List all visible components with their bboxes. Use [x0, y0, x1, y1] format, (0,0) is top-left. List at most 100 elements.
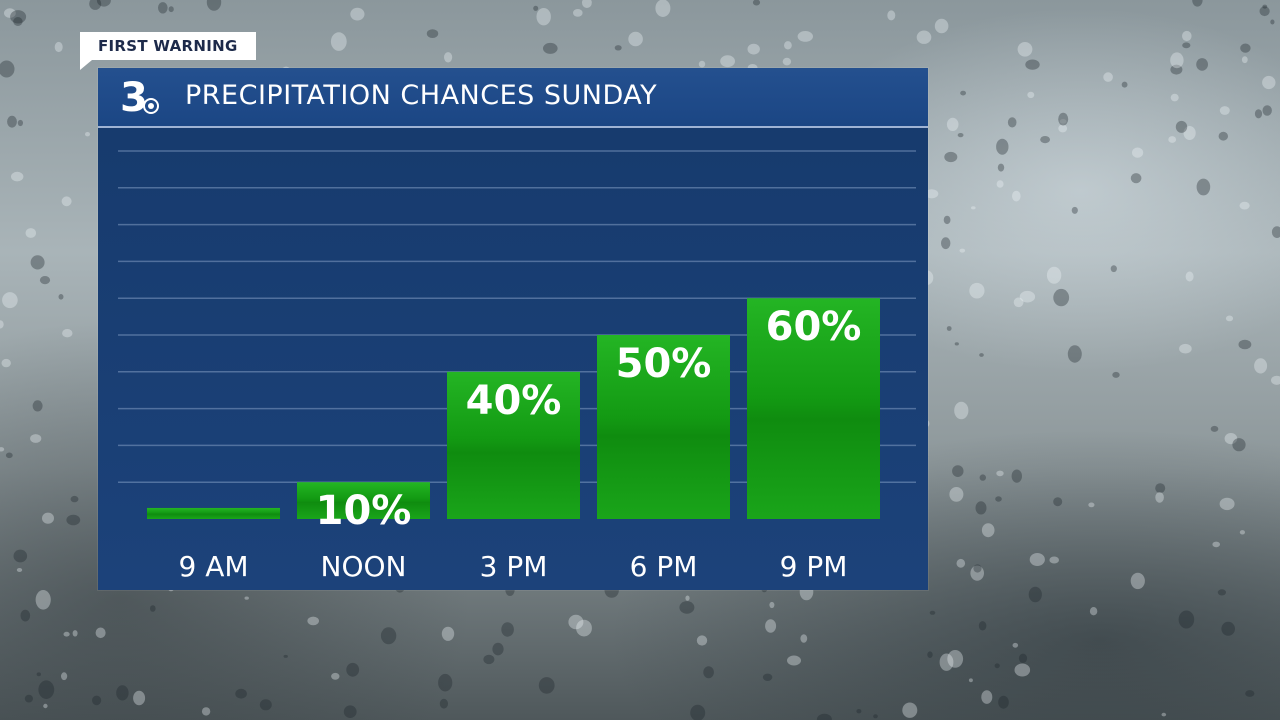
rain-drop [92, 695, 102, 706]
rain-drop [307, 616, 320, 626]
rain-drop [1182, 42, 1191, 49]
rain-drop [7, 115, 17, 128]
rain-drop [1192, 0, 1203, 7]
rain-drop [439, 698, 448, 709]
rain-drop [685, 595, 690, 601]
rain-drop [690, 704, 706, 720]
rain-drop [1270, 19, 1275, 25]
category-label: 9 PM [780, 550, 848, 583]
rain-drop [20, 609, 31, 622]
rain-drop [573, 9, 583, 17]
rain-drop [970, 565, 984, 581]
rain-drop [960, 90, 966, 96]
rain-drop [1027, 91, 1035, 99]
rain-drop [925, 189, 939, 199]
rain-drop [946, 326, 952, 331]
rain-drop [1058, 112, 1069, 126]
rain-drop [63, 631, 70, 637]
rain-drop [5, 452, 13, 459]
rain-drop [54, 41, 63, 53]
rain-drop [1224, 433, 1238, 445]
rain-drop [979, 474, 986, 481]
rain-drop [995, 496, 1002, 502]
rain-drop [1183, 126, 1196, 140]
bar-9-am [147, 507, 280, 519]
rain-drop [568, 614, 584, 630]
rain-drop [1046, 266, 1062, 284]
rain-drop [1132, 147, 1144, 158]
rain-drop [1178, 610, 1195, 629]
rain-drop [1013, 297, 1024, 308]
rain-drop [934, 18, 949, 34]
rain-drop [17, 119, 23, 127]
rain-drop [1053, 288, 1070, 307]
rain-drop [0, 320, 4, 329]
rain-drop [380, 627, 397, 645]
rain-drop [1232, 438, 1246, 452]
rain-drop [3, 8, 16, 18]
category-label: 6 PM [630, 550, 698, 583]
rain-drop [994, 663, 1000, 669]
rain-drop [1170, 93, 1179, 102]
rain-drop [32, 400, 43, 412]
rain-drop [30, 434, 42, 443]
rain-drop [350, 7, 365, 21]
rain-drop [133, 690, 146, 706]
chart-header [98, 68, 928, 128]
rain-drop [538, 677, 555, 694]
rain-drop [1212, 541, 1220, 548]
rain-drop [797, 31, 813, 42]
rain-drop [426, 29, 439, 38]
rain-drop [283, 654, 288, 658]
rain-drop [1271, 375, 1280, 385]
rain-drop [996, 470, 1004, 477]
rain-drop [698, 60, 706, 68]
rain-drop [576, 619, 592, 637]
rain-drop [1058, 124, 1068, 133]
rain-drop [696, 635, 708, 646]
rain-drop [1175, 120, 1188, 133]
rain-drop [0, 447, 5, 452]
rain-drop [956, 558, 966, 568]
bar-3-pm [447, 371, 580, 519]
rain-drop [150, 605, 156, 612]
rain-drop [1239, 530, 1245, 535]
rain-drop [703, 666, 714, 679]
rain-drop [1210, 425, 1219, 432]
rain-drop [1155, 492, 1164, 503]
rain-drop [800, 634, 808, 643]
rain-drop [979, 353, 984, 357]
rain-drop [441, 626, 455, 641]
rain-drop [1179, 343, 1192, 354]
rain-drop [996, 138, 1009, 155]
rain-drop [206, 0, 222, 11]
rain-drop [58, 294, 64, 300]
rain-drop [331, 672, 340, 680]
badge-tail [80, 60, 92, 70]
rain-drop [89, 0, 102, 10]
rain-drop [929, 610, 936, 615]
rain-drop [244, 596, 249, 600]
rain-drop [61, 672, 68, 681]
rain-drop [444, 52, 453, 63]
rain-drop [1170, 52, 1184, 69]
bar-value-label: 60% [766, 304, 862, 350]
rain-drop [782, 57, 792, 66]
rain-drop [25, 228, 37, 238]
rain-drop [1168, 136, 1177, 143]
rain-drop [1112, 371, 1120, 378]
rain-drop [655, 0, 671, 17]
rain-drop [16, 568, 23, 572]
rain-drop [614, 45, 622, 51]
rain-drop [996, 180, 1004, 188]
rain-drop [1011, 469, 1022, 483]
bar-value-label: 50% [616, 341, 712, 387]
rain-drop [765, 619, 777, 633]
rain-drop [1239, 201, 1250, 210]
rain-drop [66, 514, 81, 526]
rain-drop [483, 654, 495, 665]
rain-drop [978, 621, 987, 631]
category-label: 3 PM [480, 550, 548, 583]
rain-drop [1217, 589, 1226, 596]
rain-drop [2, 292, 18, 309]
